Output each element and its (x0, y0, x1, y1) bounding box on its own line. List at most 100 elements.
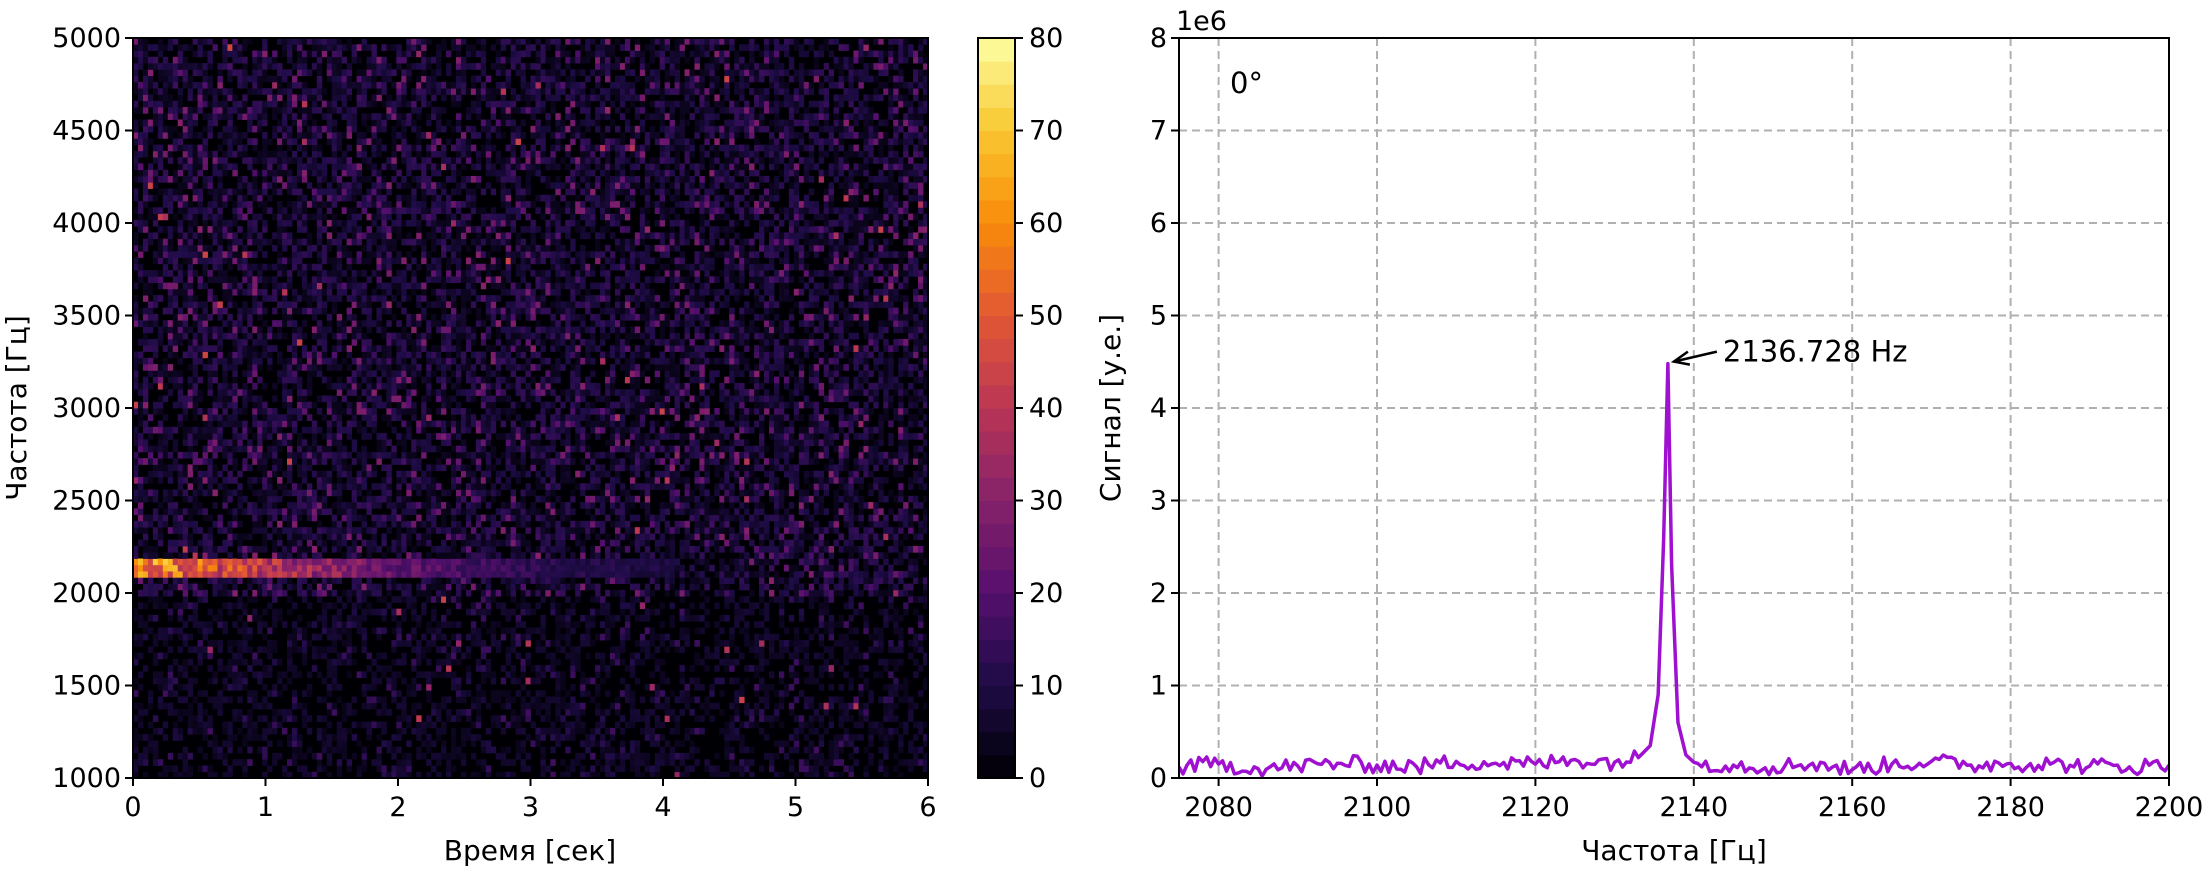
spectrogram-cell (426, 100, 432, 108)
spectrogram-cell (301, 364, 308, 371)
spectrogram-cell (207, 125, 213, 133)
spectrogram-cell (242, 257, 248, 265)
spectrogram-cell (341, 508, 348, 516)
spectrogram-cell (252, 395, 258, 403)
spectrogram-cell (465, 665, 472, 672)
spectrogram-cell (287, 439, 293, 447)
spectrogram-cell (147, 119, 154, 127)
spectrogram-cell (441, 364, 447, 371)
spectrogram-cell (381, 665, 387, 672)
spectrogram-cell (396, 727, 402, 735)
spectrogram-cell (366, 313, 372, 321)
spectrogram-cell (222, 627, 228, 635)
spectrogram-cell (187, 132, 194, 139)
spectrogram-cell (406, 495, 412, 503)
spectrogram-cell (416, 520, 422, 528)
spectrogram-cell (331, 527, 338, 534)
spectrogram-cell (202, 476, 208, 484)
spectrogram-cell (391, 614, 397, 622)
spectrogram-cell (381, 451, 387, 459)
spectrogram-cell (336, 320, 343, 327)
spectrogram-cell (326, 182, 333, 189)
spectrogram-cell (237, 520, 243, 528)
spectrogram-cell (341, 734, 348, 741)
spectrogram-cell (436, 545, 442, 553)
spectrogram-cell (242, 771, 248, 779)
spectrogram-cell (287, 665, 293, 672)
spectrogram-cell (321, 577, 328, 584)
spectrogram-cell (366, 376, 372, 384)
spectrogram-cell (460, 357, 467, 365)
spectrogram-cell (187, 683, 194, 691)
spectrogram-cell (351, 188, 357, 196)
spectrogram-cell (152, 408, 159, 415)
spectrogram-cell (301, 50, 308, 58)
spectrogram-cell (441, 144, 447, 152)
spectrogram-cell (287, 545, 293, 553)
spectrogram-cell (301, 470, 308, 478)
spectrogram-cell (252, 157, 258, 164)
spectrogram-cell (152, 144, 159, 152)
spectrogram-cell (321, 746, 328, 754)
spectrogram-cell (222, 545, 228, 553)
spectrogram-cell (197, 527, 203, 534)
spectrogram-cell (396, 132, 402, 139)
spectrogram-cell (152, 100, 159, 108)
spectrogram-cell (421, 169, 427, 177)
spectrogram-cell (311, 364, 318, 371)
spectrogram-cell (212, 677, 218, 685)
spectrogram-cell (356, 251, 362, 258)
spectrogram-cell (411, 88, 417, 95)
spectrogram-cell (247, 571, 253, 578)
spectrogram-cell (232, 169, 238, 177)
spectrogram-cell (162, 445, 169, 453)
spectrogram-cell (361, 627, 367, 635)
spectrogram-cell (366, 502, 372, 509)
spectrogram-cell (232, 370, 238, 378)
spectrogram-cell (441, 150, 447, 158)
spectrogram-cell (376, 94, 382, 102)
spectrogram-cell (346, 263, 353, 271)
spectrogram-cell (187, 382, 194, 390)
spectrogram-cell (376, 696, 382, 704)
spectrogram-cell (346, 188, 353, 196)
spectrogram-cell (381, 301, 387, 309)
spectrogram-cell (436, 182, 442, 189)
spectrogram-cell (296, 144, 303, 152)
spectrogram-cell (341, 163, 348, 171)
spectrogram-cell (252, 263, 258, 271)
spectrogram-cell (212, 571, 218, 578)
spectrogram-cell (296, 558, 303, 566)
spectrogram-cell (451, 382, 457, 390)
spectrogram-cell (371, 414, 377, 421)
spectrogram-cell (133, 88, 139, 95)
spectrogram-cell (296, 326, 303, 334)
spectrogram-cell (411, 357, 417, 365)
spectrogram-cell (197, 376, 203, 384)
spectrogram-cell (311, 63, 318, 70)
spectrogram-cell (416, 621, 422, 628)
spectrogram-cell (451, 508, 457, 516)
spectrogram-cell (237, 100, 243, 108)
spectrogram-cell (147, 445, 154, 453)
spectrogram-cell (346, 163, 353, 171)
spectrogram-cell (441, 106, 447, 114)
spectrogram-cell (287, 470, 293, 478)
spectrogram-cell (212, 44, 218, 51)
spectrogram-cell (386, 683, 392, 691)
spectrogram-cell (157, 282, 164, 290)
spectrogram-cell (197, 106, 203, 114)
spectrogram-cell (326, 627, 333, 635)
spectrogram-cell (217, 276, 223, 283)
spectrogram-cell (391, 734, 397, 741)
spectrogram-cell (321, 508, 328, 516)
spectrogram-cell (197, 282, 203, 290)
spectrogram-cell (267, 420, 273, 428)
spectrogram-cell (147, 320, 154, 327)
spectrogram-cell (167, 589, 174, 597)
spectrogram-cell (361, 232, 367, 240)
spectrogram-cell (451, 533, 457, 541)
spectrogram-cell (157, 395, 164, 403)
spectrogram-cell (361, 483, 367, 490)
spectrogram-cell (421, 401, 427, 409)
